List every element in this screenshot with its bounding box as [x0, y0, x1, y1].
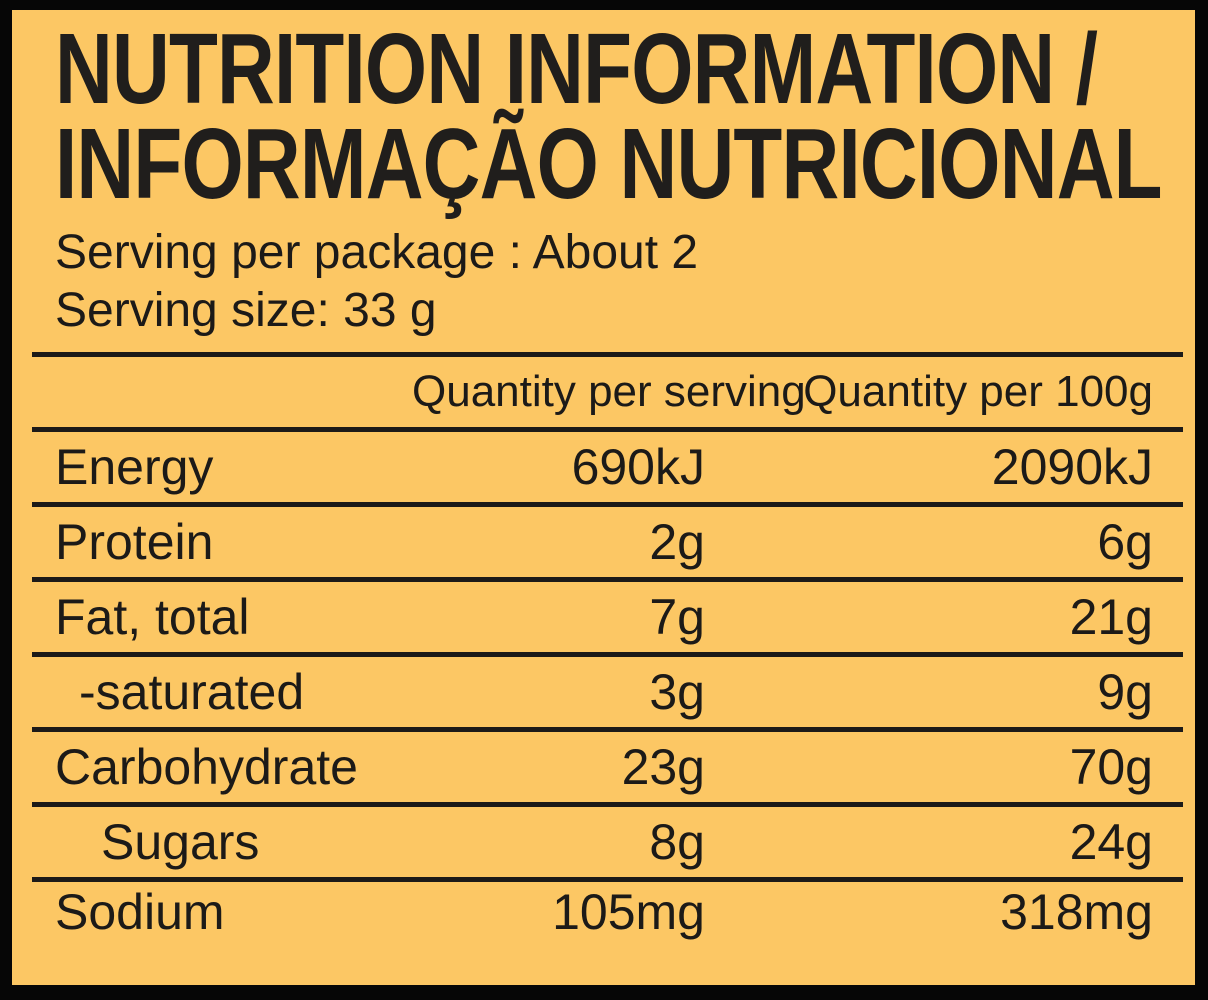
- value-per-serving: 2g: [649, 514, 705, 570]
- serving-info: Serving per package : About 2 Serving si…: [55, 224, 1195, 340]
- table-row-saturated: -saturated 3g 9g: [32, 655, 1183, 730]
- table-row-sodium: Sodium 105mg 318mg: [32, 880, 1183, 942]
- table-row-energy: Energy 690kJ 2090kJ: [32, 430, 1183, 505]
- nutrient-name: Fat, total: [55, 589, 250, 645]
- nutrition-label: NUTRITION INFORMATION / INFORMAÇÃO NUTRI…: [12, 10, 1195, 985]
- nutrient-name: Energy: [55, 439, 214, 495]
- table-row-carbohydrate: Carbohydrate 23g 70g: [32, 730, 1183, 805]
- value-per-serving: 23g: [621, 739, 705, 795]
- value-per-serving: 3g: [649, 664, 705, 720]
- nutrient-name: -saturated: [79, 664, 305, 720]
- value-per-100g: 318mg: [1000, 883, 1153, 940]
- value-per-100g: 2090kJ: [991, 439, 1153, 495]
- value-per-serving: 7g: [649, 589, 705, 645]
- value-per-100g: 6g: [1097, 514, 1153, 570]
- table-row-fat-total: Fat, total 7g 21g: [32, 580, 1183, 655]
- table-row-protein: Protein 2g 6g: [32, 505, 1183, 580]
- label-title: NUTRITION INFORMATION / INFORMAÇÃO NUTRI…: [55, 13, 1195, 220]
- value-per-100g: 70g: [1069, 739, 1153, 795]
- label-title-line-2: INFORMAÇÃO NUTRICIONAL: [55, 108, 1163, 220]
- column-header-per-100g: Quantity per 100g: [803, 367, 1153, 416]
- table-header-row: Quantity per serving Quantity per 100g: [32, 355, 1183, 430]
- nutrient-name: Carbohydrate: [55, 739, 358, 795]
- nutrient-name: Sodium: [55, 883, 225, 940]
- value-per-serving: 105mg: [552, 883, 705, 940]
- serving-per-package: Serving per package : About 2: [55, 226, 699, 279]
- serving-size: Serving size: 33 g: [55, 284, 437, 337]
- value-per-100g: 9g: [1097, 664, 1153, 720]
- value-per-100g: 24g: [1069, 814, 1153, 870]
- table-row-sugars: Sugars 8g 24g: [32, 805, 1183, 880]
- nutrient-name: Protein: [55, 514, 214, 570]
- nutrient-name: Sugars: [101, 814, 260, 870]
- value-per-serving: 690kJ: [571, 439, 705, 495]
- value-per-serving: 8g: [649, 814, 705, 870]
- nutrition-table: Quantity per serving Quantity per 100g E…: [32, 352, 1183, 942]
- label-title-line-1: NUTRITION INFORMATION /: [55, 13, 1098, 125]
- column-header-per-serving: Quantity per serving: [412, 367, 806, 416]
- empty-header-cell: [32, 355, 412, 430]
- value-per-100g: 21g: [1069, 589, 1153, 645]
